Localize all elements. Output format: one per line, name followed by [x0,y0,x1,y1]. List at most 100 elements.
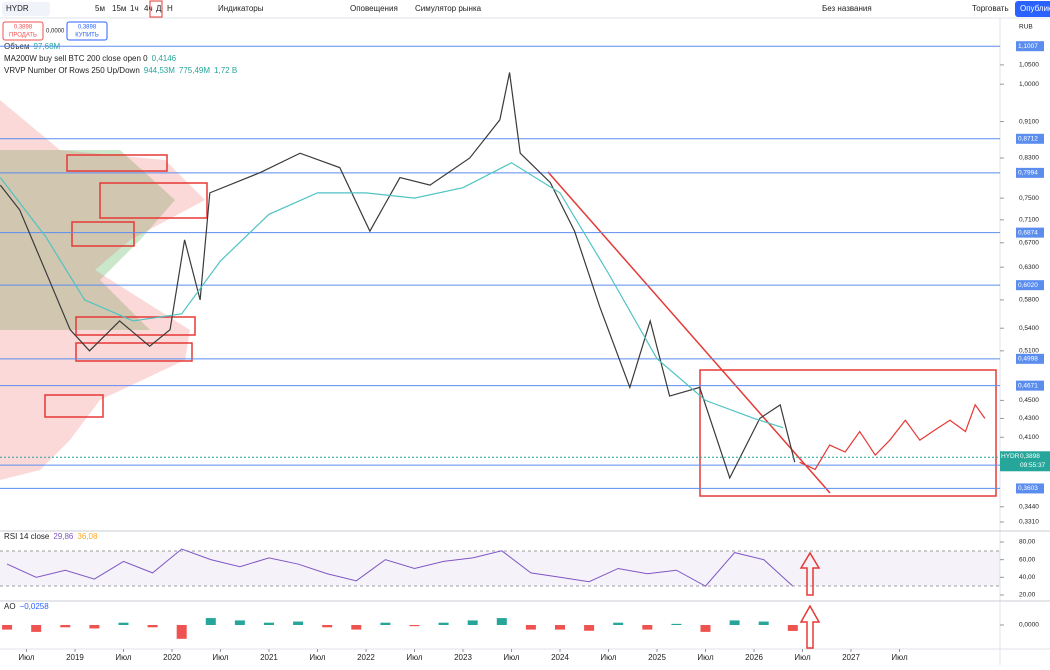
sell-label[interactable]: ПРОДАТЬ [9,33,37,39]
interval[interactable]: 15м [112,4,126,13]
ao-bar [438,622,449,625]
ao-bar [380,622,391,625]
pane-legend: AO [4,602,16,611]
ao-bar [584,625,595,631]
ao-bar [525,625,536,630]
x-tick-label: 2019 [66,653,84,662]
interval[interactable]: 1ч [130,4,139,13]
ao-bar [89,625,100,629]
price-line [6,548,794,587]
interval[interactable]: 4ч [144,4,153,13]
x-tick-label: 2021 [260,653,278,662]
ao-bar [60,625,71,628]
drawn-box [66,154,168,172]
symbol-box[interactable] [2,2,50,16]
ao-bar [554,625,565,630]
ao-bar [234,620,245,625]
sell-price[interactable]: 0,3898 [14,25,33,31]
indicators-button[interactable]: Индикаторы [218,4,264,13]
legend-name: VRVP Number Of Rows 250 Up/Down [4,66,140,75]
y-tick-label: 1,0000 [1019,81,1039,88]
x-tick-label: Июл [309,653,326,662]
interval-highlight [149,0,163,18]
y-tick-label: 0,7100 [1019,217,1039,224]
x-tick-label: Июл [18,653,35,662]
currency: RUB [1019,24,1033,31]
interval[interactable]: Н [167,4,173,13]
level-label: 0,4671 [1018,382,1038,389]
spread: 0,0000 [46,29,65,35]
level-label: 0,8712 [1018,136,1038,143]
buy-button[interactable] [66,21,108,41]
y-tick-label: 0,4100 [1019,434,1039,441]
level-label: 0,6020 [1018,282,1038,289]
drawn-box [99,182,208,219]
ao-bar [263,622,274,625]
level-tag [1016,133,1044,144]
y-tick-label: 20,00 [1019,592,1036,599]
x-tick-label: 2022 [357,653,375,662]
trade-button[interactable]: Торговать [972,4,1009,13]
x-tick-label: Июл [600,653,617,662]
layout-name[interactable]: Без названия [822,4,872,13]
sell-button[interactable] [2,21,44,41]
level-tag [1016,167,1044,178]
level-tag [1016,41,1044,52]
alerts-button[interactable]: Оповещения [350,4,398,13]
y-tick-label: 1,0500 [1019,62,1039,69]
interval[interactable]: 5м [95,4,105,13]
last-price-tag [1000,451,1050,472]
price-line [0,162,784,429]
toolbar [0,0,1050,18]
drawn-box [75,342,193,362]
x-tick-label: Июл [406,653,423,662]
y-tick-label: 0,4500 [1019,397,1039,404]
publish-button[interactable]: Опубликовать [1020,4,1050,13]
ao-bar [351,625,362,630]
legend-value: 1,72 B [214,66,237,75]
ao-bar [147,625,158,628]
last-price-countdown: 09:55:37 [1020,462,1046,469]
y-tick-label: 40,00 [1019,574,1036,581]
x-tick-label: 2025 [648,653,666,662]
x-tick-label: Июл [794,653,811,662]
last-price-label: 0,3898 [1020,453,1040,460]
interval[interactable]: Д [156,4,162,13]
ao-bar [642,625,653,630]
y-tick-label: 60,00 [1019,556,1036,563]
y-tick-label: 0,5800 [1019,297,1039,304]
x-tick-label: 2026 [745,653,763,662]
buy-label[interactable]: КУПИТЬ [75,33,99,39]
x-tick-label: 2023 [454,653,472,662]
legend-value: 0,4146 [152,54,177,63]
ao-bar [671,623,682,625]
y-tick-label: 0,8300 [1019,155,1039,162]
x-tick-label: Июл [115,653,132,662]
drawn-arrow [799,551,821,596]
ao-bar [613,622,624,625]
publish-bg[interactable] [1015,1,1050,17]
drawn-arrow [799,604,821,649]
ao-bar [496,618,507,625]
legend-value: 944,53M [144,66,175,75]
y-tick-label: 0,6300 [1019,264,1039,271]
pane-legend-value: 36,08 [77,532,98,541]
ao-bar [700,625,711,632]
ao-bar [787,625,798,631]
symbol[interactable]: HYDR [6,4,29,13]
replay-button[interactable]: Симулятор рынка [415,4,482,13]
level-label: 0,3603 [1018,485,1038,492]
level-tag [1016,280,1044,291]
buy-price[interactable]: 0,3898 [78,25,97,31]
ao-bar [2,625,13,630]
y-tick-label: 0,5100 [1019,348,1039,355]
price-line [0,72,796,480]
drawn-box [699,369,997,497]
level-label: 1,1007 [1018,43,1038,50]
x-tick-label: Июл [212,653,229,662]
y-tick-label: 0,0000 [1019,622,1039,629]
level-tag [1016,483,1044,494]
level-label: 0,6874 [1018,229,1038,236]
y-tick-label: 0,7500 [1019,195,1039,202]
